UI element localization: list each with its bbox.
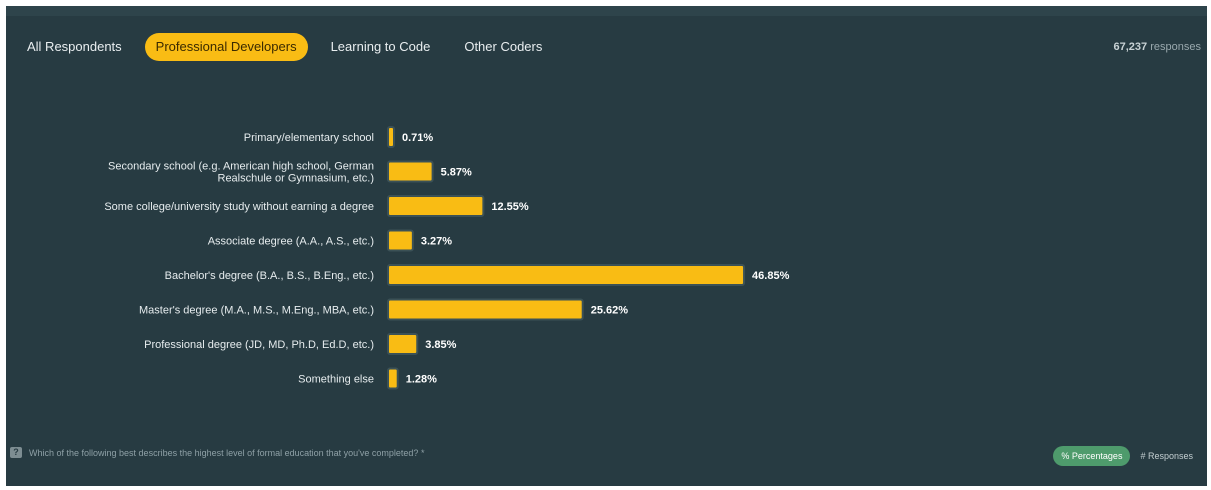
responses-number: 67,237 [1113, 41, 1148, 53]
question-footer: ? Which of the following best describes … [10, 447, 424, 458]
bar-7[interactable] [387, 367, 399, 390]
category-label-6: Professional degree (JD, MD, Ph.D, Ed.D,… [144, 339, 374, 351]
category-label-1-line-0: Secondary school (e.g. American high sch… [108, 161, 374, 173]
tab-learning-to-code[interactable]: Learning to Code [330, 39, 431, 54]
value-label-5: 25.62% [591, 305, 629, 317]
tab-all-respondents[interactable]: All Respondents [27, 39, 122, 54]
responses-suffix: responses [1150, 41, 1201, 53]
question-icon[interactable]: ? [10, 447, 22, 458]
responses-count: 67,237 responses [1114, 41, 1201, 53]
category-label-1-line-1: Realschule or Gymnasium, etc.) [218, 173, 375, 185]
responses-toggle-button[interactable]: # Responses [1140, 451, 1193, 461]
education-bar-chart: 0.71% Primary/elementary school 5.87% Secon… [104, 126, 790, 390]
value-label-7: 1.28% [406, 374, 437, 386]
respondent-tabs: All Respondents Professional Developers … [16, 33, 553, 61]
category-label-2: Some college/university study without ea… [104, 201, 374, 213]
tab-other-coders[interactable]: Other Coders [464, 39, 543, 54]
category-label-3: Associate degree (A.A., A.S., etc.) [208, 236, 374, 248]
display-toggle: % Percentages # Responses [1053, 446, 1197, 466]
bar-3[interactable] [387, 229, 414, 252]
value-label-6: 3.85% [425, 339, 456, 351]
bar-5[interactable] [387, 298, 584, 321]
bar-0[interactable] [387, 126, 395, 148]
category-label-5: Master's degree (M.A., M.S., M.Eng., MBA… [139, 305, 374, 317]
bar-6[interactable] [387, 333, 419, 355]
bar-4[interactable] [387, 264, 746, 286]
question-text: Which of the following best describes th… [29, 447, 425, 458]
tab-professional-developers[interactable]: Professional Developers [144, 33, 308, 61]
bar-1[interactable] [387, 160, 434, 183]
value-label-0: 0.71% [402, 132, 433, 144]
value-label-3: 3.27% [421, 236, 452, 248]
value-label-1: 5.87% [441, 167, 472, 179]
value-label-2: 12.55% [491, 201, 529, 213]
category-label-0: Primary/elementary school [244, 132, 374, 144]
chart-panel: All Respondents Professional Developers … [6, 6, 1207, 486]
bar-2[interactable] [387, 195, 485, 217]
panel-top-strip [6, 6, 1207, 16]
percentages-toggle-button[interactable]: % Percentages [1053, 446, 1131, 466]
category-label-7: Something else [298, 374, 374, 386]
value-label-4: 46.85% [752, 270, 790, 282]
category-label-4: Bachelor's degree (B.A., B.S., B.Eng., e… [165, 270, 374, 282]
